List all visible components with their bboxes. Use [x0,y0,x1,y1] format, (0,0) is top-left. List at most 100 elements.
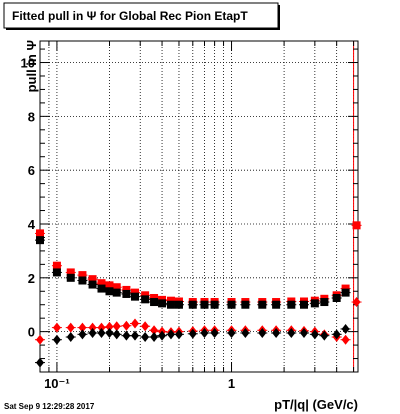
data-point-diamond [97,322,106,333]
data-point-diamond [174,329,183,340]
data-point-square [88,280,97,289]
data-point-diamond [258,327,267,338]
data-point-square [166,300,175,309]
data-point-diamond [352,297,361,308]
data-point-square [150,298,159,307]
data-point-square [258,300,267,309]
data-point-diamond [66,332,75,343]
data-point-square [78,271,87,280]
y-tick-label: 4 [28,217,36,232]
data-point-diamond [131,330,140,341]
y-tick-label: 10 [21,56,35,71]
data-point-square [122,285,131,294]
data-point-square [320,298,329,307]
data-point-square [158,299,167,308]
data-point-square [105,287,114,296]
data-point-square [166,296,175,305]
data-point-diamond [66,322,75,333]
data-point-square [36,229,44,238]
data-point-diamond [341,334,350,345]
data-point-square [332,293,341,302]
timestamp: Sat Sep 9 12:29:28 2017 [4,402,95,411]
data-point-diamond [88,322,97,333]
data-point-diamond [150,332,159,343]
series-group [35,323,351,368]
data-point-diamond [97,327,106,338]
data-point-square [52,261,61,270]
data-point-square [352,221,361,230]
data-point-square [241,300,250,309]
grid-layer [39,41,358,372]
data-point-square [210,300,219,309]
y-axis-title: pull in Ψ [24,40,39,92]
data-point-diamond [36,357,44,368]
data-point-square [287,300,296,309]
data-point-diamond [287,327,296,338]
title-box [3,2,279,29]
data-point-square [122,289,131,298]
data-point-diamond [166,329,175,340]
data-point-square [88,275,97,284]
data-point-diamond [188,328,197,339]
data-point-square [66,273,75,282]
data-point-diamond [36,334,44,345]
data-point-diamond [210,327,219,338]
data-point-diamond [78,322,87,333]
y-tick-label: 6 [28,163,35,178]
data-point-diamond [200,327,209,338]
data-point-diamond [310,329,319,340]
data-point-diamond [299,327,308,338]
data-point-square [310,299,319,308]
data-point-diamond [131,318,140,329]
data-point-diamond [227,327,236,338]
data-point-diamond [341,323,350,334]
data-point-square [299,300,308,309]
data-point-square [174,300,183,309]
x-axis-title: pT/|q| (GeV/c) [274,397,358,412]
x-tick-label: 10⁻¹ [44,376,70,391]
data-point-square [188,300,197,309]
x-tick-label: 1 [228,376,235,391]
data-point-diamond [105,327,114,338]
data-point-square [341,284,350,293]
data-point-square [141,295,150,304]
data-point-diamond [141,332,150,343]
data-point-square [78,276,87,285]
data-point-square [150,293,159,302]
data-point-square [112,288,121,297]
y-tick-label: 2 [28,271,35,286]
data-point-diamond [158,330,167,341]
data-point-diamond [241,327,250,338]
series-group [35,236,351,309]
data-point-diamond [320,330,329,341]
data-point-square [200,300,209,309]
data-point-diamond [112,329,121,340]
data-point-diamond [122,320,131,331]
title-box-shadow [6,28,280,30]
data-point-diamond [332,329,341,340]
data-point-square [105,281,114,290]
data-point-square [341,288,350,297]
data-point-square [52,268,61,277]
data-point-square [131,288,140,297]
data-point-square [272,300,281,309]
data-point-diamond [105,321,114,332]
data-point-diamond [78,329,87,340]
title-box-shadow-side [278,5,280,30]
data-point-diamond [52,334,61,345]
data-point-diamond [272,327,281,338]
data-point-diamond [88,327,97,338]
data-point-diamond [141,321,150,332]
y-tick-label: 0 [28,325,35,340]
data-point-diamond [112,321,121,332]
y-tick-label: 8 [28,109,35,124]
data-point-square [97,284,106,293]
data-point-square [97,279,106,288]
data-point-diamond [150,325,159,336]
data-point-square [131,292,140,301]
chart-title: Fitted pull in Ψ for Global Rec Pion Eta… [12,9,248,23]
